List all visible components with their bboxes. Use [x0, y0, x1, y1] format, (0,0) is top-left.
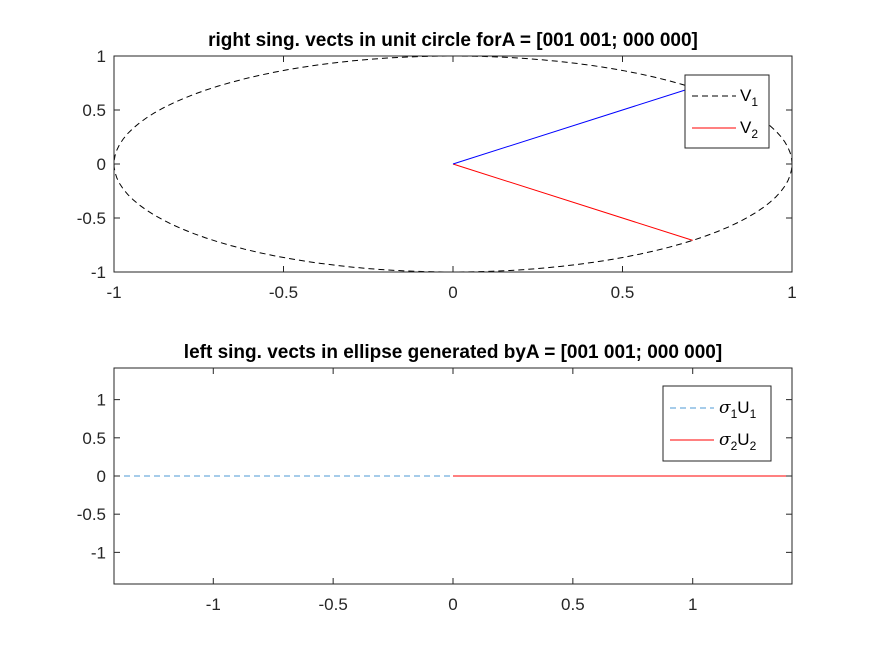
legend-label-s2u2: σ2U2 — [719, 430, 757, 453]
top-ticks-group: -1 -0.5 0 0.5 1 1 0.5 0 -0.5 -1 — [77, 47, 797, 302]
top-subplot: right sing. vects in unit circle forA = … — [77, 30, 797, 302]
bottom-ticks-group: -1 -0.5 0 0.5 1 1 0.5 0 -0.5 -1 — [77, 368, 792, 614]
bottom-legend-box — [662, 385, 772, 462]
chart0-series-0-line — [113, 55, 793, 273]
legend-label-v2: V2 — [740, 118, 758, 141]
bottom-chart-title: left sing. vects in ellipse generated by… — [184, 342, 722, 363]
top-legend-box — [684, 74, 770, 149]
legend-label-s1u1: σ1U1 — [719, 398, 757, 421]
chart1-ytick-label: -1 — [91, 543, 106, 562]
chart1-xtick-label: -0.5 — [318, 595, 347, 614]
chart0-xtick-label: 1 — [787, 283, 796, 302]
chart0-ytick-label: 0 — [97, 155, 106, 174]
chart1-xtick-label: 0 — [448, 595, 457, 614]
bottom-subplot: left sing. vects in ellipse generated by… — [77, 342, 793, 614]
chart1-ytick-label: 0 — [97, 467, 106, 486]
chart0-xtick-label: 0 — [448, 283, 457, 302]
chart1-ytick-label: 0.5 — [82, 429, 106, 448]
chart1-xtick-label: 1 — [688, 595, 697, 614]
top-legend: V1 V2 — [684, 74, 770, 149]
chart1-ytick-label: 1 — [97, 391, 106, 410]
chart0-series-1-line — [452, 163, 693, 241]
bottom-legend: σ1U1 σ2U2 — [662, 385, 772, 462]
chart0-xtick-label: -1 — [106, 283, 121, 302]
chart0-xtick-label: -0.5 — [269, 283, 298, 302]
chart0-ytick-label: -1 — [91, 263, 106, 282]
top-chart-title: right sing. vects in unit circle forA = … — [208, 30, 698, 51]
chart1-xtick-label: -1 — [206, 595, 221, 614]
chart1-xtick-label: 0.5 — [561, 595, 585, 614]
chart0-ytick-label: -0.5 — [77, 209, 106, 228]
chart0-ytick-label: 1 — [97, 47, 106, 66]
legend-label-v1: V1 — [740, 86, 758, 109]
chart0-xtick-label: 0.5 — [611, 283, 635, 302]
chart0-ytick-label: 0.5 — [82, 101, 106, 120]
chart0-series-2-line — [452, 87, 693, 165]
chart1-ytick-label: -0.5 — [77, 505, 106, 524]
top-series-group — [113, 55, 793, 273]
